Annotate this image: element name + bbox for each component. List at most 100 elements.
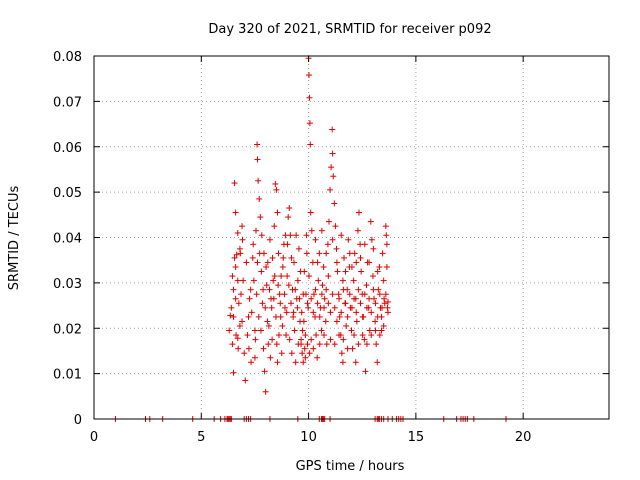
data-point: [355, 286, 362, 293]
data-point: [384, 309, 391, 316]
data-point: [379, 250, 386, 257]
data-point: [241, 350, 248, 357]
data-point: [321, 295, 328, 302]
y-tick-label: 0.03: [53, 277, 82, 292]
data-point: [376, 263, 383, 270]
data-point: [269, 336, 276, 343]
data-point: [227, 312, 234, 319]
data-point: [327, 336, 334, 343]
data-point: [269, 254, 276, 261]
data-point: [306, 94, 313, 101]
data-point: [383, 241, 390, 248]
data-point: [368, 332, 375, 339]
y-tick-label: 0.07: [53, 95, 82, 110]
data-point: [359, 313, 366, 320]
data-point: [359, 332, 366, 339]
data-point: [229, 341, 236, 348]
data-point: [361, 336, 368, 343]
data-point: [333, 245, 340, 252]
data-point: [284, 273, 291, 280]
data-point: [248, 359, 255, 366]
data-point: [353, 309, 360, 316]
data-point: [233, 251, 240, 258]
data-point: [350, 277, 357, 284]
data-point: [361, 291, 368, 298]
data-point: [334, 268, 341, 275]
data-point: [229, 273, 236, 280]
data-point: [319, 282, 326, 289]
data-point: [230, 286, 237, 293]
data-point: [383, 263, 390, 270]
data-point: [275, 282, 282, 289]
data-point: [348, 304, 355, 311]
data-point: [310, 291, 317, 298]
data-point: [288, 254, 295, 261]
data-point: [292, 286, 299, 293]
data-point: [369, 273, 376, 280]
data-point: [329, 291, 336, 298]
data-point: [374, 359, 381, 366]
data-point: [372, 327, 379, 334]
data-point: [231, 254, 238, 261]
data-point: [278, 273, 285, 280]
data-point: [243, 259, 250, 266]
data-point: [340, 254, 347, 261]
data-point: [245, 313, 252, 320]
data-point: [303, 250, 310, 257]
data-point: [267, 354, 274, 361]
data-point: [348, 327, 355, 334]
data-point: [294, 304, 301, 311]
data-point: [340, 286, 347, 293]
data-point: [230, 313, 237, 320]
data-point: [312, 236, 319, 243]
data-point: [305, 304, 312, 311]
data-point: [279, 322, 286, 329]
data-point: [346, 291, 353, 298]
data-point: [373, 341, 380, 348]
y-tick-labels: 0 0.01 0.02 0.03 0.04 0.05 0.06 0.07 0.08: [53, 50, 82, 428]
data-point: [288, 350, 295, 357]
data-point: [351, 332, 358, 339]
data-point: [250, 241, 257, 248]
data-point: [338, 309, 345, 316]
data-point: [307, 141, 314, 148]
data-point: [381, 295, 388, 302]
data-point: [257, 214, 264, 221]
x-tick-label: 15: [408, 430, 425, 445]
data-point: [255, 177, 262, 184]
plot-frame: [93, 55, 610, 420]
data-point: [298, 336, 305, 343]
data-point: [368, 236, 375, 243]
data-point: [331, 341, 338, 348]
data-point: [259, 300, 266, 307]
y-tick-label: 0.04: [53, 232, 82, 247]
data-point: [329, 126, 336, 133]
data-point: [352, 359, 359, 366]
data-point: [323, 341, 330, 348]
data-point: [382, 291, 389, 298]
data-point: [322, 318, 329, 325]
y-tick-label: 0.05: [53, 186, 82, 201]
data-point: [234, 335, 241, 342]
data-point: [327, 186, 334, 193]
data-point: [296, 295, 303, 302]
chart-title: Day 320 of 2021, SRMTID for receiver p09…: [208, 22, 491, 37]
data-point: [297, 268, 304, 275]
data-point: [382, 223, 389, 230]
data-point: [339, 277, 346, 284]
data-point: [324, 241, 331, 248]
data-point: [285, 282, 292, 289]
data-point: [277, 300, 284, 307]
data-point: [275, 332, 282, 339]
data-point: [248, 309, 255, 316]
data-point: [260, 345, 267, 352]
data-point: [283, 309, 290, 316]
data-point: [338, 232, 345, 239]
data-point: [234, 277, 241, 284]
data-point: [298, 309, 305, 316]
data-point: [293, 232, 300, 239]
data-point: [257, 327, 264, 334]
data-point: [287, 300, 294, 307]
grid: [94, 56, 609, 419]
data-point: [232, 295, 239, 302]
